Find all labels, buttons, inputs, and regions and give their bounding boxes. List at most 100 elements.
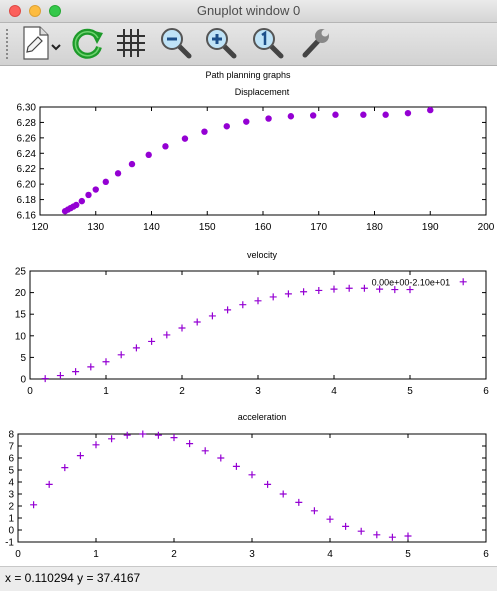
data-point (78, 197, 86, 205)
y-tick-label: 1 (8, 514, 14, 525)
data-point (186, 440, 194, 448)
status-bar: x = 0.110294 y = 37.4167 (0, 566, 497, 591)
data-point (87, 363, 95, 371)
y-tick-label: 2 (8, 502, 14, 513)
data-point (406, 286, 414, 294)
x-tick-label: 200 (478, 222, 495, 233)
data-point (342, 522, 350, 530)
data-point (208, 312, 216, 320)
data-point (360, 284, 368, 292)
data-point (108, 435, 116, 443)
y-tick-label: 8 (8, 430, 14, 441)
data-point (193, 318, 201, 326)
replot-button[interactable] (70, 25, 106, 61)
toolbar-grip (6, 29, 11, 59)
x-tick-label: 3 (249, 549, 255, 560)
data-point (148, 337, 156, 345)
data-point (360, 111, 367, 118)
zoom-reset-button[interactable] (250, 25, 286, 61)
data-point (310, 507, 318, 515)
y-tick-label: 4 (8, 478, 14, 489)
data-point (170, 434, 178, 442)
y-tick-label: 6.28 (17, 118, 37, 129)
data-point (239, 301, 247, 309)
x-tick-label: 6 (483, 549, 489, 560)
x-tick-label: 0 (15, 549, 21, 560)
zoom-in-button[interactable] (203, 25, 239, 61)
data-point (326, 515, 334, 523)
export-button[interactable] (18, 25, 61, 61)
x-tick-label: 120 (32, 222, 49, 233)
data-point (287, 113, 295, 120)
plot-frame (17, 433, 487, 543)
y-tick-label: 0 (20, 375, 26, 386)
y-tick-label: 10 (15, 331, 27, 342)
y-tick-label: 25 (15, 267, 27, 278)
x-tick-label: 150 (199, 222, 216, 233)
maximize-window-button[interactable] (49, 5, 61, 17)
x-tick-label: 190 (422, 222, 439, 233)
data-point (85, 191, 92, 199)
label-annotation: 0.00e+00-2.10e+01 (372, 277, 451, 287)
data-point (382, 111, 389, 118)
data-point (243, 118, 250, 125)
zoom-out-button[interactable] (158, 25, 194, 61)
data-point (254, 297, 262, 305)
x-tick-label: 6 (483, 386, 489, 397)
data-point (102, 178, 109, 186)
data-point (102, 358, 110, 366)
plot-canvas[interactable]: 120 130 140 150 160 170 180 190 2006.166.186.206… (0, 66, 497, 566)
data-point (145, 151, 152, 159)
x-tick-label: 170 (310, 222, 327, 233)
x-tick-label: 5 (405, 549, 411, 560)
data-point (357, 527, 365, 535)
close-window-button[interactable] (9, 5, 21, 17)
minimize-window-button[interactable] (29, 5, 41, 17)
y-tick-label: 7 (8, 442, 14, 453)
y-tick-label: 6.30 (17, 103, 37, 114)
annotation-point (459, 278, 467, 286)
y-tick-label: 6.16 (17, 211, 37, 222)
window-title: Gnuplot window 0 (196, 3, 301, 18)
data-point (427, 106, 434, 114)
data-point (41, 375, 49, 383)
data-point (284, 290, 292, 298)
x-tick-label: 1 (103, 386, 109, 397)
data-point (315, 286, 323, 294)
zoom-in-icon (206, 28, 237, 59)
data-point (295, 498, 303, 506)
data-point (300, 288, 308, 296)
title-bar: Gnuplot window 0 (0, 0, 497, 23)
x-tick-label: 140 (143, 222, 160, 233)
x-tick-label: 4 (331, 386, 337, 397)
x-tick-label: 0 (27, 386, 33, 397)
plot-area[interactable]: 120 130 140 150 160 170 180 190 200 6.16 6.18 6.20 6… (0, 66, 497, 566)
toolbar (0, 23, 497, 66)
x-tick-label: 160 (255, 222, 272, 233)
y-tick-label: 20 (15, 288, 27, 299)
y-tick-label: -1 (5, 538, 14, 549)
zoom-out-icon (161, 28, 192, 59)
data-point (309, 112, 317, 119)
y-tick-label: 6 (8, 454, 14, 465)
data-point (373, 531, 381, 539)
data-point (391, 286, 399, 294)
zoom-reset-icon (253, 28, 284, 59)
data-point (264, 480, 272, 488)
grid-button[interactable] (113, 25, 149, 61)
x-tick-label: 2 (171, 549, 177, 560)
settings-button[interactable] (297, 25, 333, 61)
data-point (332, 111, 339, 118)
wrench-icon (302, 29, 329, 58)
x-tick-label: 1 (93, 549, 99, 560)
x-tick-label: 5 (407, 386, 413, 397)
y-tick-label: 6.18 (17, 195, 37, 206)
plot-frame (39, 106, 487, 216)
chart-title: Displacement (235, 87, 290, 97)
data-point (388, 533, 396, 541)
x-tick-label: 3 (255, 386, 261, 397)
data-point (224, 306, 232, 314)
document-export-icon (23, 26, 61, 60)
data-point (265, 115, 272, 122)
y-tick-label: 0 (8, 526, 14, 537)
